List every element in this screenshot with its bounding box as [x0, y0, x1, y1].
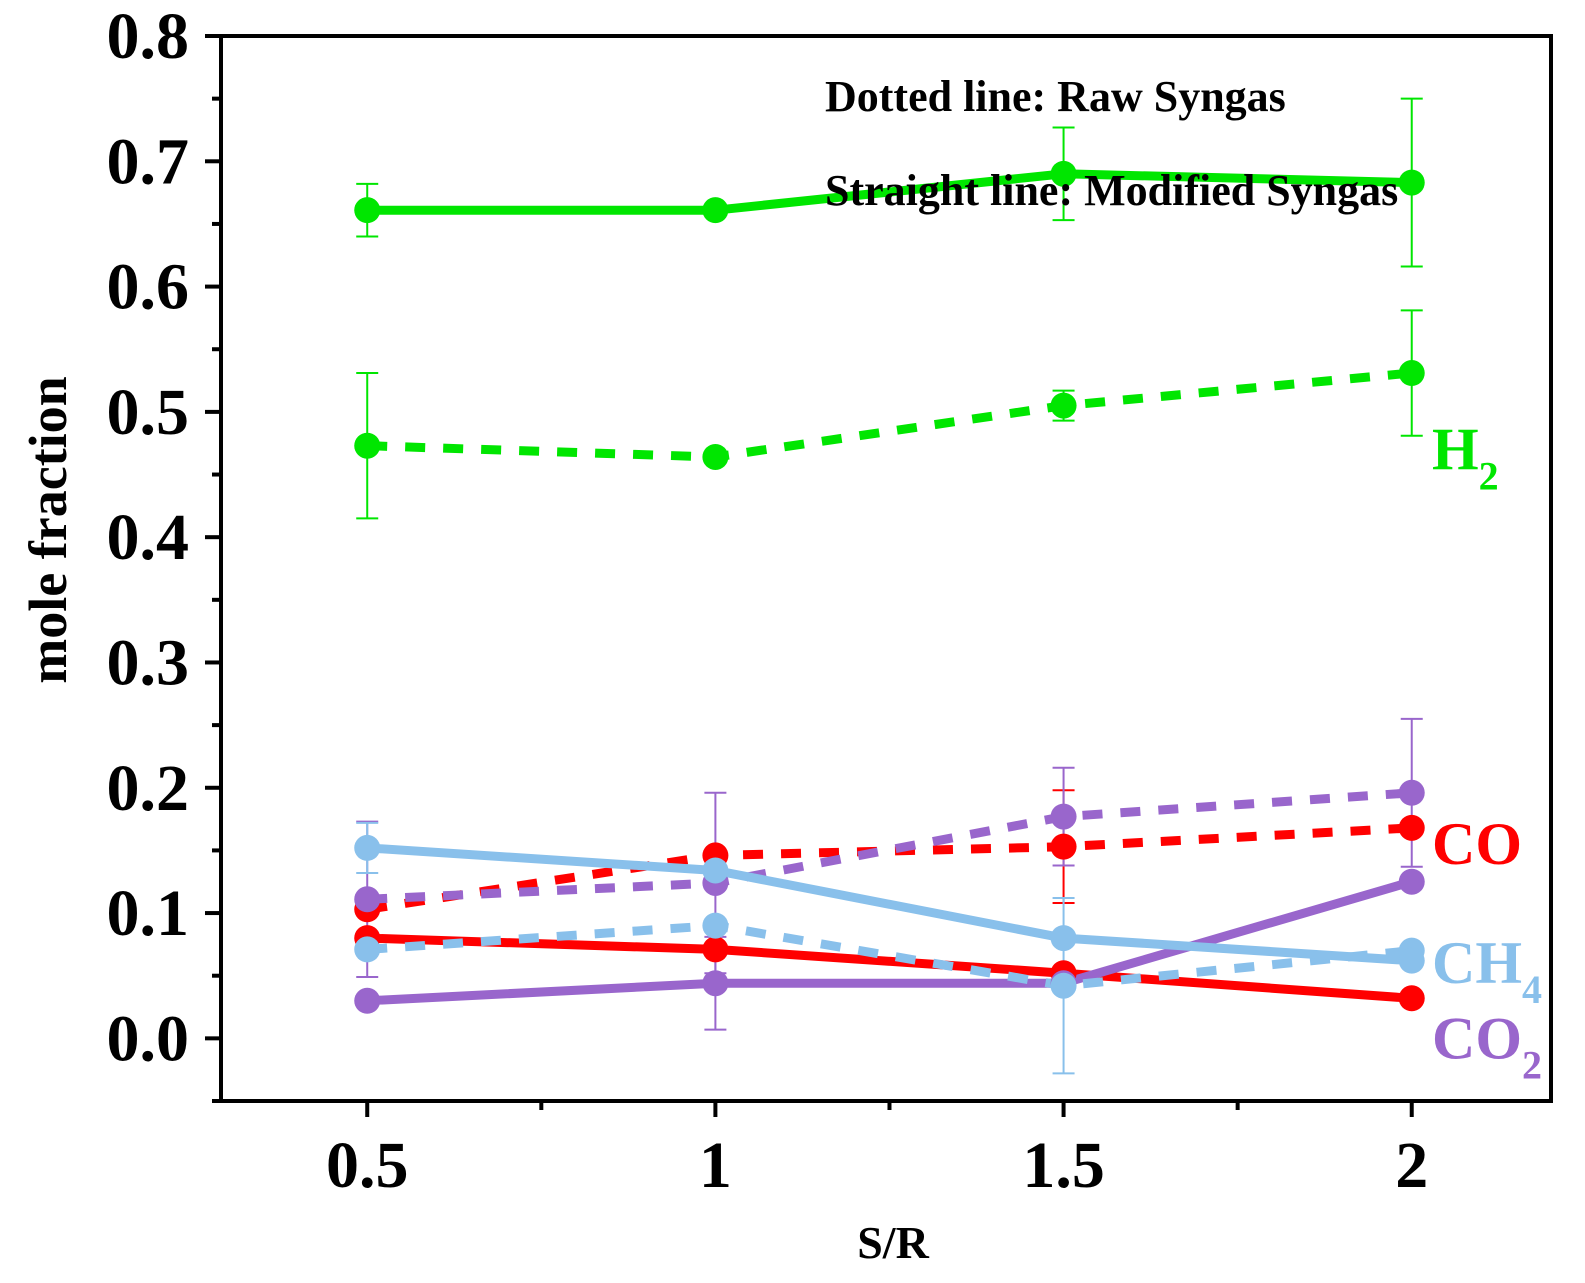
data-point-h2-modified	[1398, 169, 1425, 196]
data-point-ch4-modified	[1398, 947, 1425, 974]
series-line-ch4-raw	[366, 921, 1413, 991]
annotation-dotted: Dotted line: Raw Syngas	[825, 72, 1286, 121]
data-point-ch4-raw	[354, 936, 381, 963]
data-point-co-raw	[1050, 833, 1077, 860]
series-line-h2-modified	[367, 169, 1412, 215]
y-axis-title: mole fraction	[18, 376, 78, 683]
series-label-co2: CO2	[1432, 1005, 1542, 1087]
y-tick-label: 0.4	[107, 501, 190, 574]
data-point-ch4-modified	[1050, 925, 1077, 952]
axes-layer: 0.5 1 1.5 2 0.0 0.1 0.2 0.3 0.4 0.5 0.6 0.7 0.8	[107, 0, 1429, 1202]
y-tick-label: 0.5	[107, 376, 190, 449]
data-point-h2-raw	[1398, 360, 1425, 387]
series-line-co-raw	[366, 823, 1412, 914]
data-point-co-modified	[1398, 985, 1425, 1012]
data-point-ch4-raw	[1050, 972, 1077, 999]
series-label-ch4: CH4	[1432, 930, 1542, 1012]
x-tick-label: 1	[699, 1129, 732, 1202]
data-point-ch4-modified	[702, 857, 729, 884]
y-tick-label: 0.3	[107, 626, 190, 699]
data-point-co2-modified	[702, 970, 729, 997]
series-label-co: CO	[1432, 811, 1522, 877]
x-tick-label: 2	[1395, 1129, 1428, 1202]
series-line-ch4-modified	[366, 843, 1412, 966]
series-label-base: CO	[1432, 811, 1522, 877]
series-label-h2: H2	[1432, 416, 1499, 498]
data-point-co2-raw	[1398, 779, 1425, 806]
y-tick-label: 0.2	[107, 752, 190, 825]
x-tick-label: 0.5	[326, 1129, 409, 1202]
series-label-subscript: 4	[1522, 967, 1542, 1012]
y-tick-label: 0.0	[107, 1002, 190, 1075]
x-tick-label: 1.5	[1022, 1129, 1105, 1202]
data-point-co-modified	[702, 936, 729, 963]
series-label-base: H	[1432, 416, 1479, 482]
annotation-straight: Straight line: Modified Syngas	[825, 166, 1398, 215]
y-tick-label: 0.7	[107, 125, 190, 198]
data-point-co2-raw	[354, 886, 381, 913]
plot-frame	[219, 34, 1553, 1103]
series-line-co-modified	[367, 933, 1413, 1003]
data-point-h2-raw	[354, 432, 381, 459]
data-point-h2-modified	[354, 197, 381, 224]
series-label-subscript: 2	[1479, 453, 1499, 498]
data-point-h2-raw	[1050, 392, 1077, 419]
series-label-base: CO	[1432, 1005, 1522, 1071]
data-point-ch4-modified	[354, 834, 381, 861]
series-line-co2-raw	[366, 788, 1413, 904]
series-line-co2-modified	[366, 877, 1413, 1006]
lines-layer	[366, 169, 1413, 1006]
y-tick-label: 0.1	[107, 877, 190, 950]
data-point-h2-modified	[702, 197, 729, 224]
markers-layer	[354, 160, 1425, 1014]
data-point-h2-modified	[1050, 160, 1077, 187]
series-label-base: CH	[1432, 930, 1522, 996]
data-point-ch4-raw	[702, 912, 729, 939]
y-tick-label: 0.8	[107, 0, 190, 73]
series-label-subscript: 2	[1522, 1042, 1542, 1087]
data-point-h2-raw	[702, 443, 729, 470]
y-tick-label: 0.6	[107, 251, 190, 324]
x-axis-title: S/R	[857, 1217, 929, 1268]
series-line-h2-raw	[367, 368, 1413, 462]
data-point-co2-raw	[1050, 803, 1077, 830]
data-point-co-raw	[1398, 814, 1425, 841]
data-point-co2-modified	[354, 987, 381, 1014]
data-point-co2-modified	[1398, 868, 1425, 895]
